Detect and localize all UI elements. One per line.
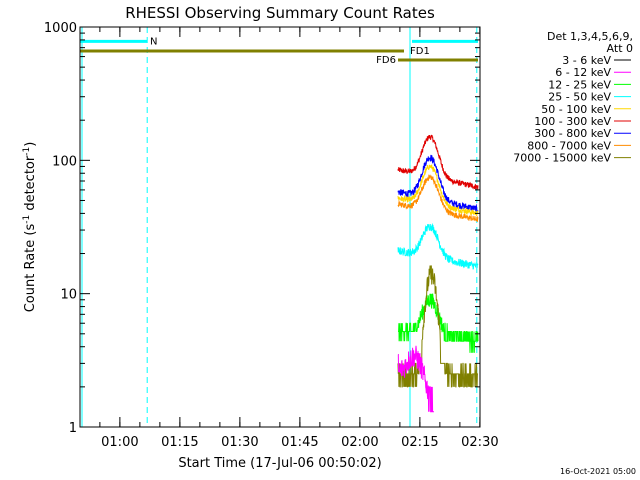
x-tick-label-02:00: 02:00 (341, 435, 378, 450)
series-6-12kev (397, 345, 434, 413)
series-800-7000kev (397, 174, 479, 222)
x-tick-label-02:30: 02:30 (461, 435, 498, 450)
series-25-50kev (397, 222, 479, 270)
mode-label-fd6: FD6 (376, 55, 396, 66)
x-tick-label-01:45: 01:45 (281, 435, 318, 450)
legend-label-2: 12 - 25 keV (548, 78, 611, 91)
x-axis-label: Start Time (17-Jul-06 00:50:02) (178, 456, 381, 471)
legend-label-4: 50 - 100 keV (541, 103, 611, 116)
legend-label-8: 7000 - 15000 keV (513, 152, 611, 165)
axis-ticks: 1 10 100 1000 01:00 01:15 01:30 01:45 02:00 02:15… (44, 21, 499, 450)
y-tick-label-1: 1 (69, 421, 77, 436)
y-tick-label-10: 10 (60, 288, 77, 303)
legend-label-3: 25 - 50 keV (548, 91, 611, 104)
x-tick-label-02:15: 02:15 (401, 435, 438, 450)
plot-area: N FD1 FD6 (80, 27, 479, 427)
series-7000-15000kev (397, 265, 478, 388)
x-tick-label-01:30: 01:30 (221, 435, 258, 450)
y-axis-label: Count Rate (s-1 detector-1) (22, 142, 38, 313)
legend-header-attenuator: Att 0 (607, 42, 633, 55)
legend-label-1: 6 - 12 keV (555, 66, 611, 79)
legend-label-0: 3 - 6 keV (562, 54, 611, 67)
legend-header-detectors: Det 1,3,4,5,6,9, (547, 30, 633, 43)
mode-label-fd1: FD1 (410, 46, 430, 57)
legend-label-7: 800 - 7000 keV (527, 139, 611, 152)
legend-label-5: 100 - 300 keV (534, 115, 611, 128)
series-300-800kev (397, 154, 479, 213)
x-tick-label-01:15: 01:15 (161, 435, 198, 450)
y-tick-label-1000: 1000 (44, 21, 77, 36)
footer-date-stamp: 16-Oct-2021 05:00 (560, 467, 636, 476)
legend-label-6: 300 - 800 keV (534, 127, 611, 140)
series-50-100kev (397, 164, 479, 216)
series-100-300kev (397, 134, 479, 192)
x-tick-label-01:00: 01:00 (101, 435, 138, 450)
mode-label-n: N (150, 36, 157, 47)
chart-title: RHESSI Observing Summary Count Rates (125, 4, 435, 22)
y-tick-label-100: 100 (52, 154, 77, 169)
